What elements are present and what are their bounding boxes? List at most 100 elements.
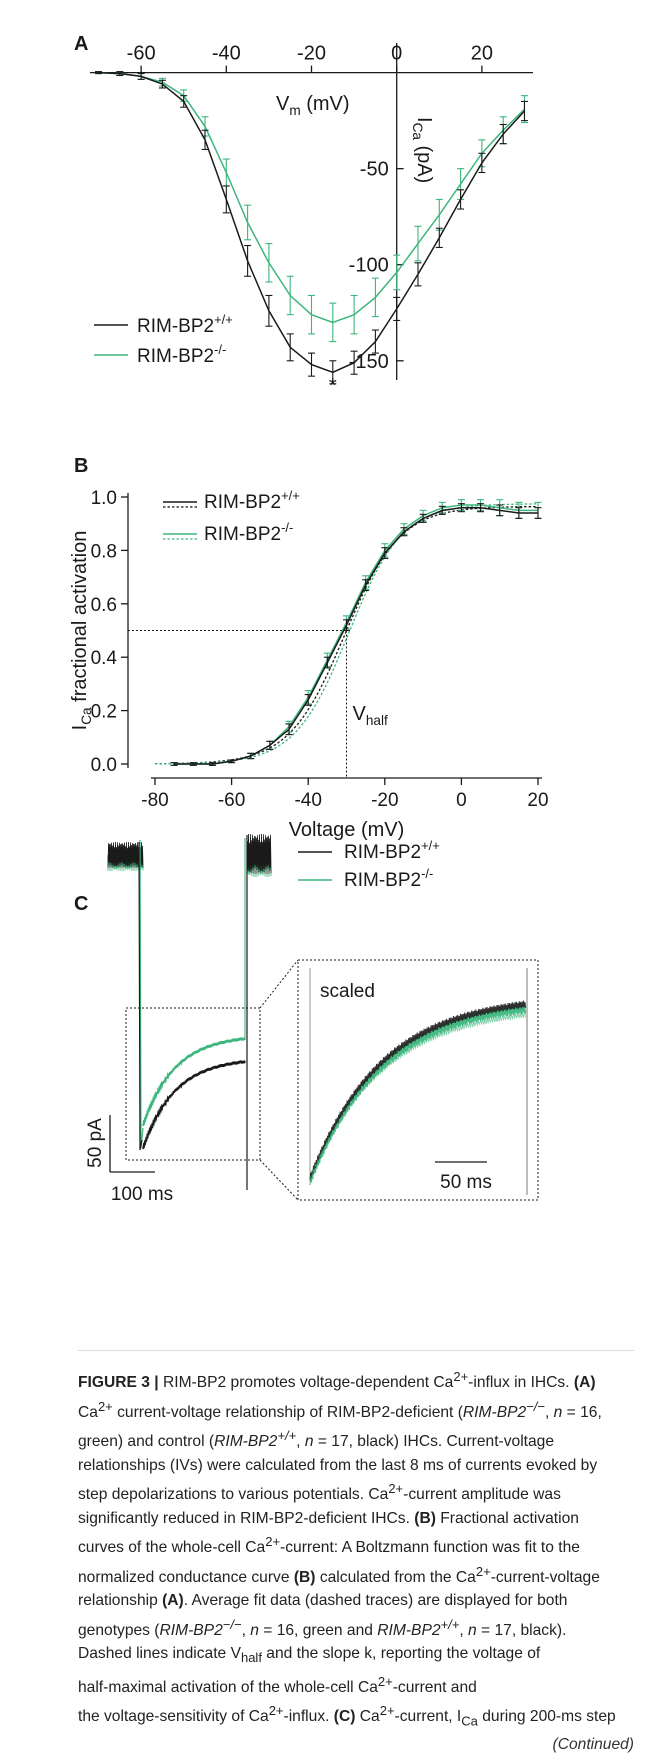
caption-sup-italic: −/− bbox=[526, 1398, 545, 1414]
error-bar bbox=[170, 762, 178, 766]
error-bar bbox=[515, 507, 523, 519]
inset-trace-control bbox=[309, 1000, 527, 1181]
y-axis-label-base: I bbox=[413, 117, 435, 123]
holding-noise-control bbox=[107, 841, 144, 869]
error-bar bbox=[419, 513, 427, 523]
y-axis-label-rest: (pA) bbox=[413, 140, 435, 183]
legend-label-sup: +/+ bbox=[214, 312, 233, 327]
caption-text: -current amplitude was bbox=[403, 1486, 561, 1504]
caption-line: relationship (A). Average fit data (dash… bbox=[78, 1589, 634, 1612]
legend-label-sup: -/- bbox=[281, 520, 293, 535]
error-bar bbox=[520, 100, 528, 122]
error-bar bbox=[286, 275, 294, 316]
figure-caption: FIGURE 3 | RIM-BP2 promotes voltage-depe… bbox=[78, 1350, 634, 1757]
onset-transient-control bbox=[138, 841, 143, 1151]
inset-trace-deficient bbox=[309, 1004, 527, 1186]
caption-text: . Average fit data (dashed traces) are d… bbox=[183, 1592, 568, 1610]
y-tick-label: 0.6 bbox=[91, 595, 117, 616]
caption-sup: 2+ bbox=[377, 1673, 393, 1689]
caption-text: current-voltage relationship of RIM-BP2-… bbox=[112, 1403, 463, 1421]
caption-italic: RIM-BP2 bbox=[462, 1403, 527, 1421]
error-bar bbox=[478, 152, 486, 174]
error-bar bbox=[304, 694, 312, 706]
x-tick-label: 0 bbox=[391, 43, 402, 65]
error-bar bbox=[457, 189, 465, 210]
caption-text: = 17, black) IHCs. Current-voltage bbox=[313, 1433, 555, 1451]
caption-line: curves of the whole-cell Ca2+-current: A… bbox=[78, 1530, 634, 1560]
x-tick-label: -20 bbox=[371, 790, 398, 811]
caption-sup-italic: +/+ bbox=[440, 1616, 460, 1632]
x-tick-label: 20 bbox=[527, 790, 548, 811]
caption-text: Ca bbox=[355, 1708, 380, 1726]
y-axis-label: ICa (pA) bbox=[410, 117, 435, 183]
caption-text: = 16, bbox=[562, 1403, 602, 1421]
caption-text: curves of the whole-cell Ca bbox=[78, 1539, 266, 1557]
caption-sup-italic: +/+ bbox=[277, 1428, 297, 1444]
caption-continued: (Continued) bbox=[552, 1736, 634, 1754]
x-axis-label: Voltage (mV) bbox=[289, 819, 405, 841]
caption-bold: (C) bbox=[333, 1708, 356, 1726]
caption-line: significantly reduced in RIM-BP2-deficie… bbox=[78, 1507, 634, 1530]
error-bar bbox=[534, 507, 542, 519]
scale-x-label: 100 ms bbox=[111, 1184, 173, 1205]
caption-line: Dashed lines indicate Vhalf and the slop… bbox=[78, 1642, 634, 1670]
caption-bold: (A) bbox=[573, 1374, 596, 1392]
x-axis-label-sub: m bbox=[289, 103, 300, 118]
y-tick-label: 0.4 bbox=[91, 648, 118, 669]
caption-line: FIGURE 3 | RIM-BP2 promotes voltage-depe… bbox=[78, 1365, 634, 1395]
caption-line: green) and control (RIM-BP2+/+, n = 17, … bbox=[78, 1424, 634, 1454]
legend-label: RIM-BP2-/- bbox=[137, 342, 226, 367]
caption-line: genotypes (RIM-BP2−/−, n = 16, green and… bbox=[78, 1613, 634, 1643]
inset-box bbox=[297, 959, 539, 1201]
error-bar bbox=[350, 294, 358, 335]
y-axis-label-rest: fractional activation bbox=[69, 531, 91, 708]
caption-bold: (B) bbox=[414, 1509, 436, 1527]
caption-text: Dashed lines indicate V bbox=[78, 1645, 241, 1663]
error-bar bbox=[371, 277, 379, 318]
error-bar bbox=[265, 243, 273, 283]
v-half-label-sub: half bbox=[366, 713, 388, 728]
legend-label-base: RIM-BP2 bbox=[344, 870, 421, 891]
caption-text: significantly reduced in RIM-BP2-deficie… bbox=[78, 1509, 415, 1527]
caption-text: Fractional activation bbox=[435, 1509, 579, 1527]
x-tick-label: -20 bbox=[297, 43, 326, 65]
error-bar bbox=[286, 333, 294, 362]
caption-sub: Ca bbox=[461, 1713, 478, 1729]
legend-label: RIM-BP2+/+ bbox=[204, 488, 300, 513]
caption-text: -influx in IHCs. bbox=[468, 1374, 574, 1392]
caption-text: , bbox=[296, 1433, 305, 1451]
caption-text: -current and bbox=[392, 1679, 477, 1697]
error-bar bbox=[393, 254, 401, 291]
caption-italic: n bbox=[468, 1621, 477, 1639]
error-bar bbox=[329, 302, 337, 343]
error-bar bbox=[435, 198, 443, 231]
caption-line: the voltage-sensitivity of Ca2+-influx. … bbox=[78, 1699, 634, 1733]
caption-line: Ca2+ current-voltage relationship of RIM… bbox=[78, 1395, 634, 1425]
error-bar bbox=[477, 503, 485, 513]
caption-line: step depolarizations to various potentia… bbox=[78, 1477, 634, 1507]
legend-label-base: RIM-BP2 bbox=[137, 316, 214, 337]
error-bar bbox=[208, 762, 216, 766]
error-bar bbox=[414, 225, 422, 262]
x-tick-label: -80 bbox=[141, 790, 168, 811]
caption-italic: n bbox=[250, 1621, 259, 1639]
legend-label: RIM-BP2-/- bbox=[344, 866, 433, 891]
caption-sup: 2+ bbox=[388, 1481, 404, 1497]
boltzmann-fit-deficient bbox=[155, 503, 538, 765]
caption-text: step depolarizations to various potentia… bbox=[78, 1486, 389, 1504]
inset-scale-label: 50 ms bbox=[440, 1172, 492, 1193]
y-tick-label: 0.2 bbox=[91, 702, 117, 723]
error-bar bbox=[414, 262, 422, 287]
error-bar bbox=[189, 762, 197, 766]
caption-text: relationships (IVs) were calculated from… bbox=[78, 1456, 598, 1474]
caption-sup: 2+ bbox=[379, 1703, 395, 1719]
significance-star: * bbox=[329, 375, 337, 397]
legend-label: RIM-BP2+/+ bbox=[344, 838, 440, 863]
caption-text: RIM-BP2 promotes voltage-dependent Ca bbox=[162, 1374, 454, 1392]
legend-label-sup: +/+ bbox=[421, 838, 440, 853]
zoom-connector-bottom bbox=[259, 1159, 299, 1201]
onset-transient-deficient bbox=[139, 839, 144, 1149]
error-bar bbox=[116, 71, 124, 77]
error-bar bbox=[435, 227, 443, 248]
